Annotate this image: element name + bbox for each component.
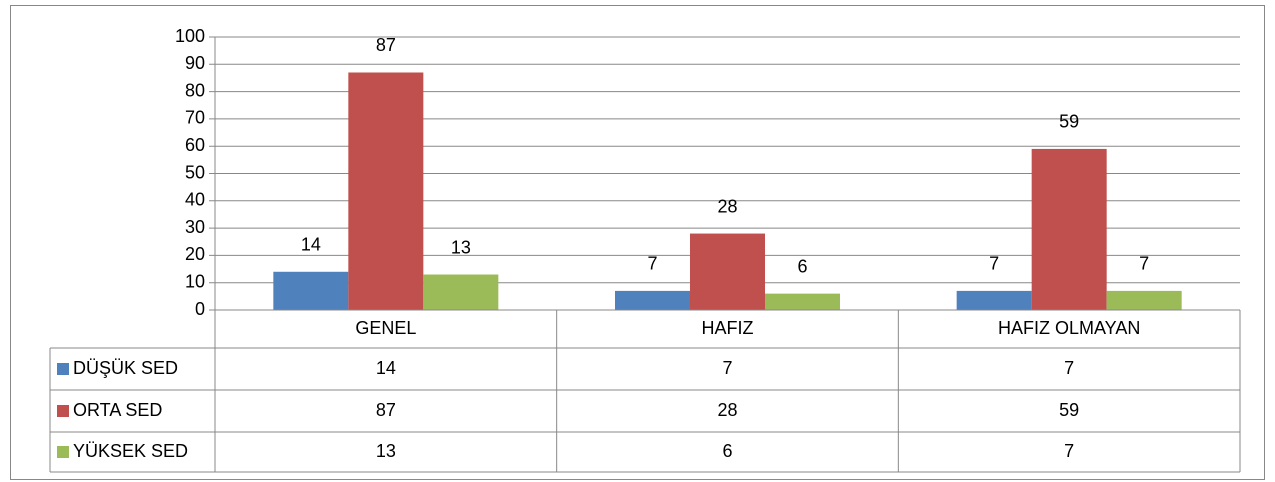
x-tick-label: HAFIZ OLMAYAN (998, 318, 1140, 338)
bar (765, 293, 840, 310)
bar (273, 271, 349, 310)
data-label: 7 (1139, 254, 1149, 274)
data-label: 6 (797, 256, 807, 276)
bar (615, 290, 690, 310)
y-tick-label: 30 (185, 217, 205, 237)
y-tick-label: 80 (185, 80, 205, 100)
legend-label: DÜŞÜK SED (73, 358, 178, 378)
table-cell: 59 (1059, 400, 1079, 420)
table-cell: 6 (722, 441, 732, 461)
y-tick-label: 90 (185, 53, 205, 73)
y-tick-label: 60 (185, 135, 205, 155)
y-tick-label: 10 (185, 271, 205, 291)
table-cell: 14 (376, 358, 396, 378)
y-tick-label: 100 (175, 26, 205, 46)
y-tick-label: 40 (185, 190, 205, 210)
data-label: 13 (451, 237, 471, 257)
bar (956, 290, 1032, 310)
legend-key (57, 405, 69, 417)
data-label: 7 (989, 254, 999, 274)
table-cell: 13 (376, 441, 396, 461)
data-label: 28 (717, 196, 737, 216)
bar (1031, 148, 1107, 310)
table-cell: 7 (722, 358, 732, 378)
data-label: 59 (1059, 112, 1079, 132)
y-tick-label: 0 (195, 299, 205, 319)
x-tick-label: HAFIZ (702, 318, 754, 338)
bar (348, 72, 424, 311)
y-tick-label: 20 (185, 244, 205, 264)
data-label: 14 (301, 235, 321, 255)
y-tick-label: 50 (185, 162, 205, 182)
table-cell: 7 (1064, 358, 1074, 378)
data-label: 87 (376, 35, 396, 55)
y-tick-label: 70 (185, 108, 205, 128)
table-cell: 28 (717, 400, 737, 420)
table-cell: 7 (1064, 441, 1074, 461)
bar (1106, 290, 1182, 310)
data-label: 7 (647, 254, 657, 274)
table-cell: 87 (376, 400, 396, 420)
bar (423, 274, 499, 310)
bar (690, 233, 765, 310)
legend-key (57, 446, 69, 458)
legend-label: YÜKSEK SED (73, 441, 188, 461)
x-tick-label: GENEL (355, 318, 416, 338)
legend-label: ORTA SED (73, 400, 162, 420)
legend-key (57, 363, 69, 375)
